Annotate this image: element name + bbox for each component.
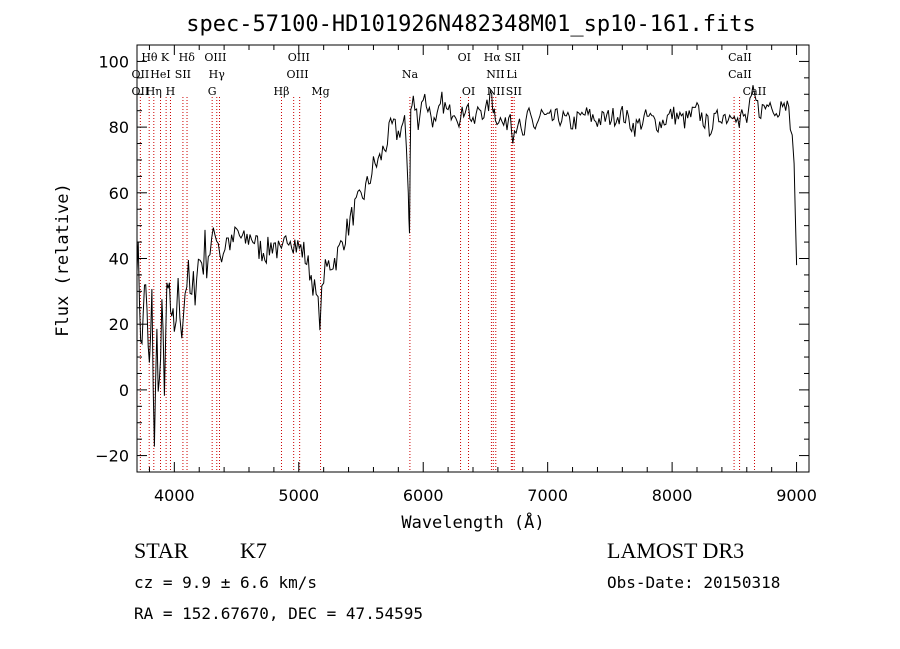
line-label-oiii: OIII bbox=[204, 51, 226, 64]
line-label-hγ: Hγ bbox=[209, 68, 226, 81]
redshift-cz: cz = 9.9 ± 6.6 km/s bbox=[134, 573, 318, 592]
x-tick-label: 4000 bbox=[154, 486, 195, 505]
line-label-oii: OII bbox=[132, 68, 150, 81]
line-label-hθ: Hθ bbox=[141, 51, 158, 64]
spectral-line-markers bbox=[139, 97, 755, 472]
plot-frame bbox=[136, 44, 810, 473]
line-label-oi: OI bbox=[462, 85, 475, 98]
line-label-sii: SII bbox=[175, 68, 191, 81]
chart-title: spec-57100-HD101926N482348M01_sp10-161.f… bbox=[186, 12, 756, 37]
line-label-oiii: OIII bbox=[288, 51, 310, 64]
line-label-sii: SII bbox=[506, 85, 522, 98]
x-tick-label: 5000 bbox=[278, 486, 319, 505]
line-label-mg: Mg bbox=[311, 85, 329, 98]
line-label-oiii: OIII bbox=[287, 68, 309, 81]
line-label-hδ: Hδ bbox=[179, 51, 196, 64]
y-tick-label: 0 bbox=[119, 381, 129, 400]
line-label-caii: CaII bbox=[728, 68, 752, 81]
line-label-oi: OI bbox=[458, 51, 471, 64]
line-label-nii: NII bbox=[487, 85, 505, 98]
line-label-hei: HeI bbox=[150, 68, 170, 81]
coordinates: RA = 152.67670, DEC = 47.54595 bbox=[134, 604, 423, 623]
line-label-sii: SII bbox=[504, 51, 520, 64]
line-label-hα: Hα bbox=[484, 51, 502, 64]
x-tick-label: 6000 bbox=[403, 486, 444, 505]
line-label-caii: CaII bbox=[728, 51, 752, 64]
x-tick-label: 7000 bbox=[527, 486, 568, 505]
line-label-h: H bbox=[166, 85, 176, 98]
survey-name: LAMOST DR3 bbox=[607, 538, 745, 563]
object-type: STAR bbox=[134, 538, 189, 563]
y-tick-label: 20 bbox=[109, 315, 129, 334]
y-tick-label: −20 bbox=[95, 447, 129, 466]
x-tick-label: 9000 bbox=[776, 486, 817, 505]
line-label-na: Na bbox=[402, 68, 419, 81]
line-label-hη: Hη bbox=[146, 85, 162, 98]
y-tick-label: 40 bbox=[109, 250, 129, 269]
line-label-nii: NII bbox=[486, 68, 504, 81]
line-label-oii: OII bbox=[132, 85, 150, 98]
line-label-k: K bbox=[161, 51, 170, 64]
x-tick-label: 8000 bbox=[652, 486, 693, 505]
y-tick-label: 100 bbox=[98, 52, 129, 71]
x-axis-label: Wavelength (Å) bbox=[401, 511, 544, 533]
spectrum-series-line bbox=[136, 85, 798, 447]
line-label-li: Li bbox=[506, 68, 517, 81]
y-axis-label: Flux (relative) bbox=[53, 183, 73, 337]
observation-date: Obs-Date: 20150318 bbox=[607, 573, 781, 592]
spectral-subclass: K7 bbox=[240, 538, 267, 563]
y-tick-label: 80 bbox=[109, 118, 129, 137]
line-label-hβ: Hβ bbox=[274, 85, 290, 98]
line-label-g: G bbox=[208, 85, 217, 98]
axis-ticks: 4000 5000 6000 7000 8000 9000 −20 0 20 40 60 80 100 bbox=[95, 44, 817, 505]
y-tick-label: 60 bbox=[109, 184, 129, 203]
